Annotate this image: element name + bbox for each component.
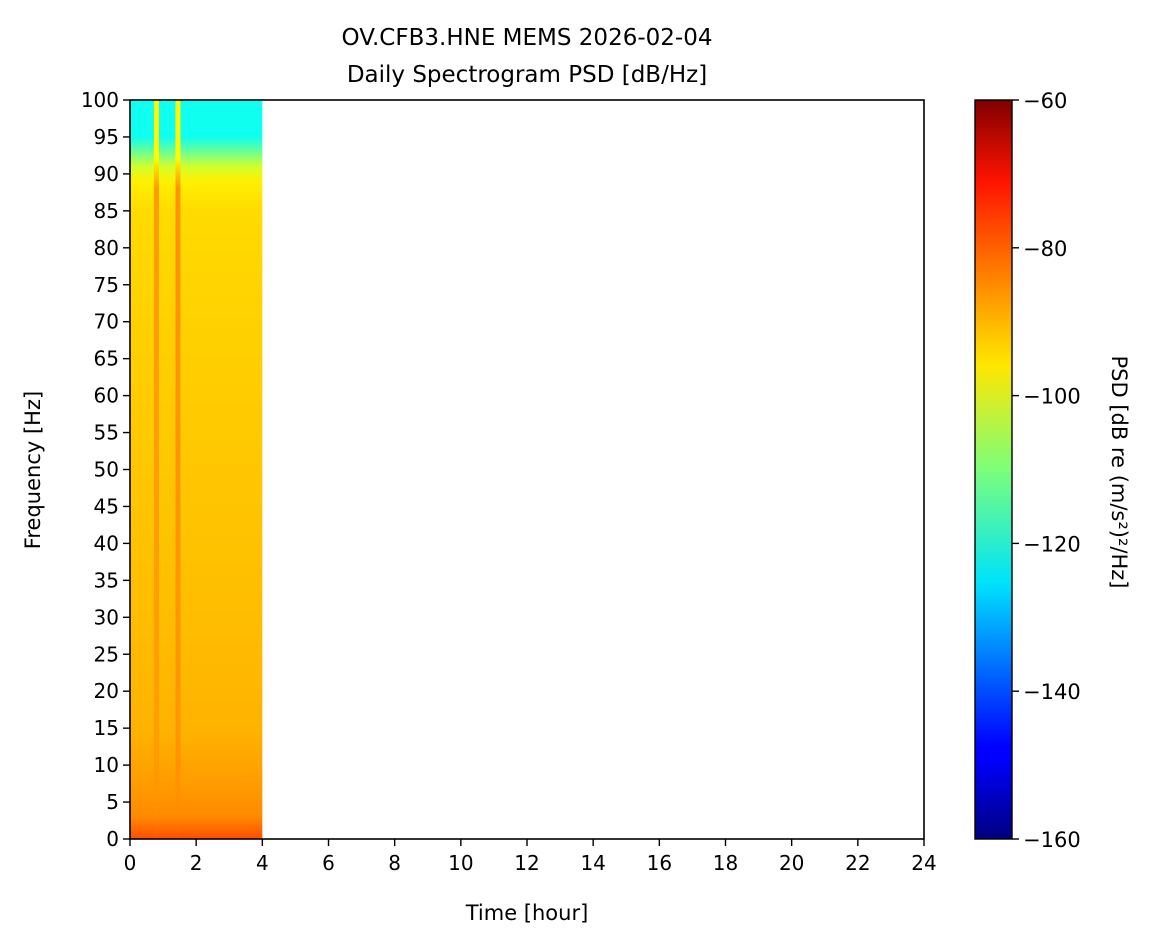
y-tick-label: 80 <box>94 236 119 260</box>
x-tick-label: 12 <box>514 851 539 875</box>
y-tick-label: 20 <box>94 679 119 703</box>
x-tick-label: 6 <box>322 851 335 875</box>
x-tick-label: 24 <box>911 851 936 875</box>
x-tick-label: 14 <box>580 851 605 875</box>
spectrogram-data-block <box>130 100 263 839</box>
y-tick-label: 55 <box>94 421 119 445</box>
spectrogram-heatmap <box>130 100 263 839</box>
colorbar <box>974 99 1013 840</box>
y-tick-label: 15 <box>94 716 119 740</box>
colorbar-label: PSD [dB re (m/s²)²/Hz] <box>1107 356 1131 589</box>
colorbar-tick-label: −120 <box>1023 532 1081 556</box>
y-tick-label: 35 <box>94 568 119 592</box>
x-tick-label: 4 <box>256 851 269 875</box>
colorbar-tick-label: −80 <box>1023 237 1067 261</box>
y-tick-label: 85 <box>94 199 119 223</box>
y-tick-label: 60 <box>94 384 119 408</box>
x-tick-label: 22 <box>845 851 870 875</box>
y-tick-label: 75 <box>94 273 119 297</box>
y-tick-label: 90 <box>94 162 119 186</box>
colorbar-tick-label: −140 <box>1023 680 1081 704</box>
x-tick-label: 8 <box>388 851 401 875</box>
transient-line <box>153 100 159 839</box>
x-tick-label: 16 <box>647 851 672 875</box>
y-tick-label: 65 <box>94 347 119 371</box>
y-axis-ticks: 0 5 10 15 20 25 30 35 40 45 50 55 60 65 70 75 80 85 90 95 10… <box>81 88 130 851</box>
colorbar-ticks: −60 −80 −100 −120 −140 −160 <box>1012 89 1081 852</box>
chart-title-line2: Daily Spectrogram PSD [dB/Hz] <box>347 62 707 88</box>
y-tick-label: 10 <box>94 753 119 777</box>
x-axis-ticks: 0 2 4 6 8 10 12 14 16 18 20 22 24 <box>124 839 937 875</box>
x-tick-label: 10 <box>448 851 473 875</box>
y-tick-label: 70 <box>94 310 119 334</box>
y-tick-label: 95 <box>94 125 119 149</box>
x-tick-label: 20 <box>779 851 804 875</box>
x-tick-label: 18 <box>713 851 738 875</box>
y-tick-label: 30 <box>94 605 119 629</box>
y-tick-label: 40 <box>94 531 119 555</box>
chart-title-line1: OV.CFB3.HNE MEMS 2026-02-04 <box>342 25 713 51</box>
y-tick-label: 100 <box>81 88 119 112</box>
colorbar-tick-label: −160 <box>1023 828 1081 852</box>
x-tick-label: 2 <box>190 851 203 875</box>
y-tick-label: 5 <box>106 790 119 814</box>
x-axis-label: Time [hour] <box>465 901 589 925</box>
y-tick-label: 50 <box>94 458 119 482</box>
y-tick-label: 45 <box>94 494 119 518</box>
y-tick-label: 25 <box>94 642 119 666</box>
y-axis-label: Frequency [Hz] <box>21 391 45 549</box>
colorbar-tick-label: −60 <box>1023 89 1067 113</box>
y-tick-label: 0 <box>106 827 119 851</box>
x-tick-label: 0 <box>124 851 137 875</box>
transient-line <box>175 100 181 839</box>
colorbar-tick-label: −100 <box>1023 385 1081 409</box>
